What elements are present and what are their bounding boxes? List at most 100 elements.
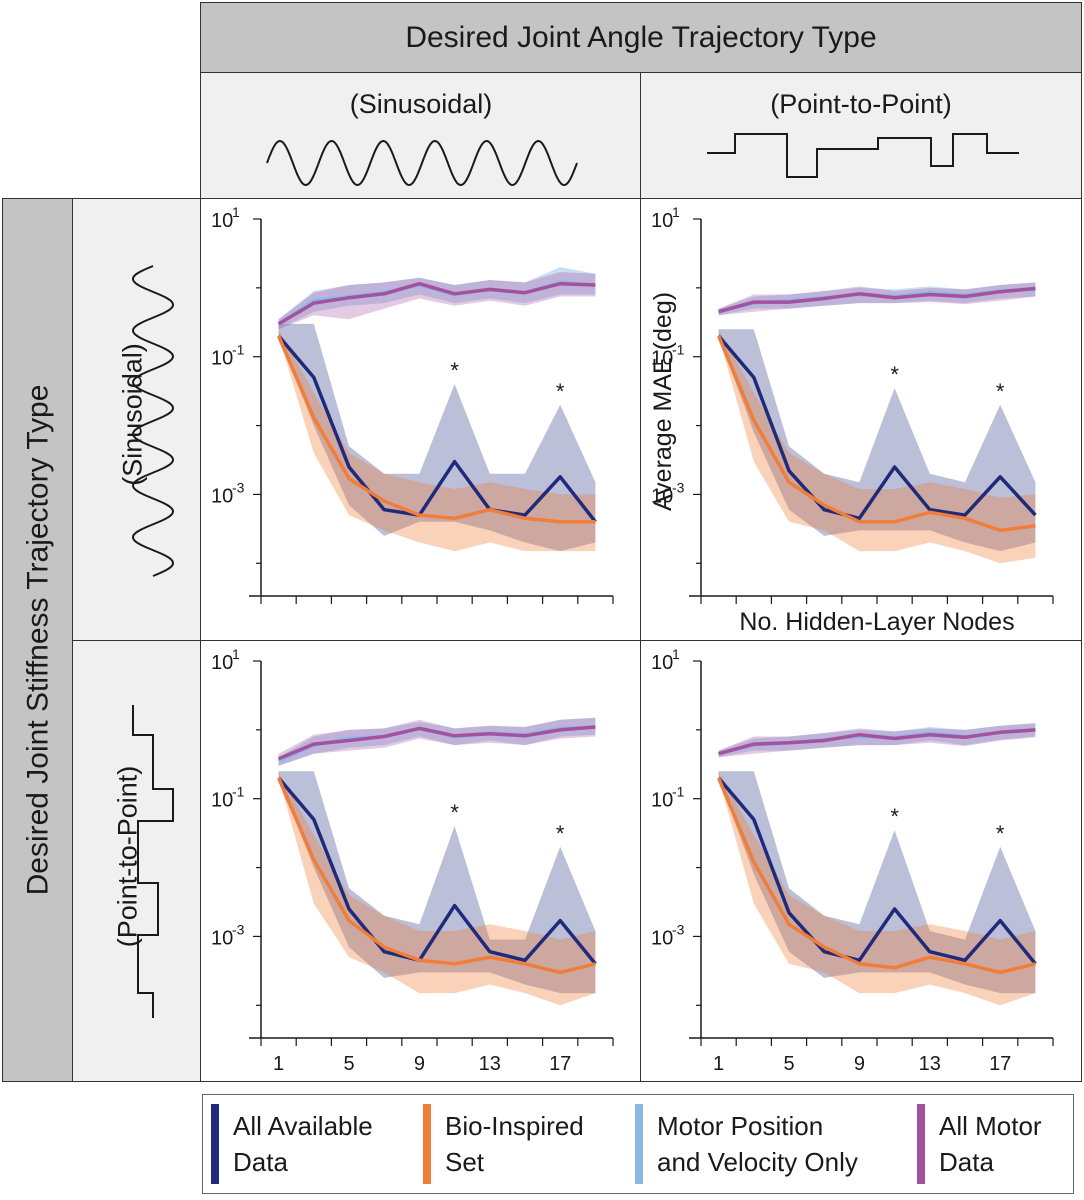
y-tick-label: 10 — [211, 927, 233, 949]
significance-marker: * — [996, 821, 1005, 846]
series-line-4 — [718, 728, 1036, 756]
series-line-4 — [718, 286, 1036, 314]
y-tick-label: 10 — [651, 652, 673, 674]
x-axis-title: No. Hidden-Layer Nodes — [739, 608, 1014, 636]
column-header-label: (Point-to-Point) — [770, 89, 952, 119]
legend-item-bio-inspired: Bio-Inspired Set — [423, 1102, 635, 1186]
x-tick-label: 9 — [854, 1053, 865, 1075]
significance-marker: * — [450, 358, 459, 383]
significance-marker: * — [556, 379, 565, 404]
series-line-2 — [276, 777, 596, 975]
series-band-2 — [718, 329, 1036, 564]
plot-panel-2: 10 1 10 -1 10 -3 Average MAE (deg) No. Hidden-L… — [640, 198, 1082, 642]
plot-panel-3: 10 1 10 -1 10 -3 1 5 9 13 17 * * — [200, 640, 642, 1082]
legend-swatch — [211, 1104, 219, 1184]
column-header-label: (Sinusoidal) — [349, 89, 493, 119]
step-wave-icon — [132, 705, 174, 1018]
sine-wave-icon — [266, 139, 578, 187]
y-tick-label: 10 — [211, 485, 233, 507]
x-tick-label: 1 — [713, 1053, 724, 1075]
significance-marker: * — [450, 800, 459, 825]
legend-swatch — [635, 1104, 643, 1184]
series-band-3 — [718, 723, 1036, 758]
x-tick-label: 13 — [479, 1053, 501, 1075]
legend-label: Bio-Inspired Set — [445, 1111, 584, 1177]
series-band-4 — [718, 723, 1036, 758]
y-tick-exponent: -3 — [232, 479, 245, 495]
legend-label: All Available Data — [233, 1111, 373, 1177]
series-line-2 — [716, 777, 1036, 975]
row-group-title: Desired Joint Stiffness Trajectory Type — [21, 384, 55, 896]
column-group-header: Desired Joint Angle Trajectory Type — [200, 2, 1082, 74]
series-line-4 — [277, 281, 596, 326]
plot-panel-1: 10 1 10 -1 10 -3 * * — [200, 198, 642, 642]
series-band-4 — [718, 282, 1036, 316]
y-tick-label: 10 — [211, 348, 233, 370]
y-tick-exponent: -3 — [672, 479, 685, 495]
legend-label: Motor Position and Velocity Only — [657, 1111, 858, 1177]
x-tick-label: 9 — [414, 1053, 425, 1075]
x-tick-label: 1 — [273, 1053, 284, 1075]
y-tick-exponent: -3 — [232, 921, 245, 937]
column-header-point-to-point: (Point-to-Point) — [640, 72, 1082, 200]
x-tick-label: 17 — [989, 1053, 1011, 1075]
legend-swatch — [423, 1104, 431, 1184]
series-band-3 — [718, 282, 1036, 316]
column-group-title: Desired Joint Angle Trajectory Type — [405, 21, 877, 54]
series-band-1 — [718, 329, 1036, 552]
y-tick-exponent: 1 — [672, 646, 680, 662]
series-band-3 — [278, 267, 596, 330]
series-line-1 — [277, 334, 597, 523]
significance-marker: * — [890, 362, 899, 387]
y-tick-exponent: 1 — [232, 646, 240, 662]
y-tick-exponent: 1 — [232, 204, 240, 220]
series-band-4 — [278, 717, 596, 766]
plot-panel-4: 10 1 10 -1 10 -3 1 5 9 13 17 * * — [640, 640, 1082, 1082]
row-header-point-to-point: (Point-to-Point) — [72, 640, 202, 1082]
y-tick-label: 10 — [211, 652, 233, 674]
series-line-2 — [276, 335, 596, 524]
legend: All Available Data Bio-Inspired Set Moto… — [202, 1094, 1074, 1194]
y-tick-exponent: -1 — [672, 342, 685, 358]
sine-wave-icon — [131, 265, 175, 577]
row-group-header: Desired Joint Stiffness Trajectory Type — [2, 198, 74, 1082]
y-tick-exponent: -1 — [232, 784, 245, 800]
x-tick-label: 5 — [783, 1053, 794, 1075]
y-tick-label: 10 — [211, 790, 233, 812]
y-tick-label: 10 — [651, 485, 673, 507]
series-band-3 — [278, 717, 596, 766]
y-axis-title: Average MAE (deg) — [649, 292, 677, 511]
x-tick-label: 13 — [919, 1053, 941, 1075]
legend-swatch — [917, 1104, 925, 1184]
y-tick-label: 10 — [651, 927, 673, 949]
legend-item-all-available: All Available Data — [211, 1102, 423, 1186]
legend-item-motor-pos-vel: Motor Position and Velocity Only — [635, 1102, 917, 1186]
y-tick-exponent: 1 — [672, 204, 680, 220]
series-band-1 — [718, 771, 1036, 994]
significance-marker: * — [890, 804, 899, 829]
y-tick-label: 10 — [651, 790, 673, 812]
y-tick-label: 10 — [651, 348, 673, 370]
y-tick-label: 10 — [651, 210, 673, 232]
series-line-2 — [716, 335, 1036, 533]
x-tick-label: 17 — [549, 1053, 571, 1075]
series-line-1 — [717, 334, 1037, 521]
y-tick-exponent: -1 — [232, 342, 245, 358]
y-tick-label: 10 — [211, 210, 233, 232]
series-line-1 — [717, 776, 1037, 965]
series-line-1 — [277, 776, 597, 965]
series-band-1 — [278, 323, 596, 552]
legend-item-all-motor: All Motor Data — [917, 1102, 1079, 1186]
x-tick-label: 5 — [343, 1053, 354, 1075]
y-tick-exponent: -3 — [672, 921, 685, 937]
series-band-4 — [278, 272, 596, 330]
significance-marker: * — [556, 821, 565, 846]
series-band-2 — [278, 771, 596, 1006]
step-wave-icon — [707, 133, 1019, 178]
row-header-sinusoidal: (Sinusoidal) — [72, 198, 202, 642]
series-band-1 — [278, 771, 596, 994]
